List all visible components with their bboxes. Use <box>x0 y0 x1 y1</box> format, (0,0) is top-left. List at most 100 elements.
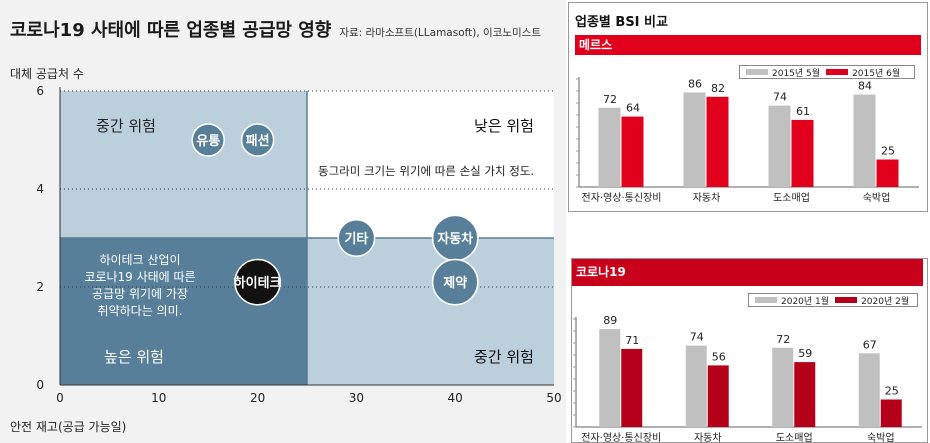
legend-item: 2020년 1월 <box>755 294 829 307</box>
bar-after <box>791 119 814 187</box>
bubble-label: 패션 <box>246 134 270 149</box>
bar-before <box>772 347 794 427</box>
bubble-패션 <box>240 123 275 157</box>
chart-title: 코로나19 사태에 따른 업종별 공급망 영향 자료: 라마소프트(LLamaso… <box>10 16 541 42</box>
bar-value-label: 74 <box>773 91 787 104</box>
category-label: 자동차 <box>694 432 722 442</box>
category-label: 숙박업 <box>863 191 891 204</box>
bar-before <box>685 345 707 427</box>
bar-before <box>853 94 876 187</box>
bar-after <box>876 159 899 187</box>
quadrant-label-top-right: 낮은 위험 <box>474 117 534 135</box>
bubble-유통 <box>191 123 225 157</box>
note-hightech-line: 하이테크 산업이 <box>99 253 180 267</box>
bar-after <box>706 96 729 187</box>
bubble-label: 유통 <box>196 134 220 149</box>
bubble-하이테크 <box>234 258 281 306</box>
legend-item: 2015년 5월 <box>746 66 820 79</box>
legend-swatch <box>755 297 777 303</box>
category-label: 전자·영상·통신장비 <box>581 432 661 442</box>
x-axis-label: 안전 재고(공급 가능일) <box>10 420 127 434</box>
quadrant-bottom-right <box>307 238 554 385</box>
y-tick-label: 2 <box>36 280 44 294</box>
bsi-covid-panel: 코로나19 2020년 1월 2020년 2월 89 71 전자·영상·통신장비 74… <box>571 258 928 443</box>
covid-legend: 2020년 1월 2020년 2월 <box>748 293 918 307</box>
legend-swatch <box>835 297 858 303</box>
chart-source: 자료: 라마소프트(LLamasoft), 이코노미스트 <box>339 27 541 39</box>
y-tick-label: 6 <box>36 84 44 98</box>
legend-label: 2015년 6월 <box>852 68 901 79</box>
bar-value-label: 82 <box>711 82 725 95</box>
legend-item: 2020년 2월 <box>835 294 909 307</box>
x-tick-label: 50 <box>546 391 561 405</box>
bar-after <box>621 348 643 427</box>
note-hightech-line: 코로나19 사태에 따른 <box>84 270 195 284</box>
quadrant-top-right <box>307 91 554 238</box>
bubble-label: 하이테크 <box>234 275 282 291</box>
bsi-title: 업종별 BSI 비교 <box>575 15 668 30</box>
mers-band: 메르스 <box>575 35 921 55</box>
bar-after <box>707 365 729 427</box>
note-bubble-size: 동그라미 크기는 위기에 따른 손실 가치 정도. <box>318 164 534 178</box>
bar-before <box>683 92 706 187</box>
mers-legend: 2015년 5월 2015년 6월 <box>739 65 915 79</box>
category-label: 도소매업 <box>773 191 810 204</box>
x-tick-label: 30 <box>349 391 364 405</box>
quadrant-label-bottom-right: 중간 위험 <box>474 348 534 366</box>
bubble-label: 자동차 <box>437 231 473 247</box>
bar-before <box>768 105 791 187</box>
bar-value-label: 89 <box>603 314 617 327</box>
bar-before <box>598 107 621 187</box>
category-label: 자동차 <box>693 192 721 204</box>
bar-value-label: 72 <box>603 93 617 106</box>
bar-value-label: 59 <box>798 347 812 360</box>
bsi-mers-panel: 업종별 BSI 비교 메르스 2015년 5월 2015년 6월 72 64 전자·… <box>568 2 928 212</box>
bar-after <box>880 399 902 427</box>
x-tick-label: 0 <box>56 391 64 405</box>
legend-label: 2020년 2월 <box>861 296 910 307</box>
scatter-panel: 코로나19 사태에 따른 업종별 공급망 영향 자료: 라마소프트(LLamaso… <box>0 0 566 443</box>
bar-value-label: 74 <box>690 331 704 344</box>
y-axis-label: 대체 공급처 수 <box>10 67 84 81</box>
x-tick-label: 10 <box>151 391 166 405</box>
note-hightech-line: 취약하다는 의미. <box>98 303 183 318</box>
legend-swatch <box>746 69 768 75</box>
bar-value-label: 25 <box>885 385 899 398</box>
legend-item: 2015년 6월 <box>826 66 900 79</box>
quadrant-label-bottom-left: 높은 위험 <box>104 348 164 366</box>
bar-value-label: 64 <box>626 102 640 115</box>
legend-swatch <box>826 69 849 75</box>
bar-before <box>858 353 880 427</box>
bubble-기타 <box>337 219 376 257</box>
category-label: 도소매업 <box>776 431 813 442</box>
bar-value-label: 25 <box>881 145 895 158</box>
covid-bar-chart: 89 71 전자·영상·통신장비 74 56 자동차 72 59 도소매업 67 25 숙박업 <box>573 314 922 442</box>
chart-title-text: 코로나19 사태에 따른 업종별 공급망 영향 <box>10 20 332 41</box>
bar-after <box>621 116 644 187</box>
category-label: 전자·영상·통신장비 <box>582 192 662 204</box>
bubble-label: 제약 <box>443 275 467 291</box>
bar-value-label: 56 <box>712 350 726 363</box>
quadrant-label-top-left: 중간 위험 <box>96 117 156 135</box>
bar-value-label: 67 <box>863 338 877 351</box>
note-hightech-line: 공급망 위기에 가장 <box>92 287 188 301</box>
bar-value-label: 61 <box>796 105 810 118</box>
bar-value-label: 72 <box>776 333 790 346</box>
quadrant-top-left <box>60 91 307 238</box>
y-tick-label: 0 <box>36 378 44 392</box>
bubble-제약 <box>431 258 479 306</box>
bar-value-label: 84 <box>858 80 872 93</box>
bar-value-label: 71 <box>625 334 639 347</box>
x-tick-label: 20 <box>250 391 265 405</box>
mers-bar-chart: 72 64 전자·영상·통신장비 86 82 자동차 74 61 도소매업 84 25 숙박업 <box>576 77 919 204</box>
category-label: 숙박업 <box>867 431 895 442</box>
y-tick-label: 4 <box>36 182 44 196</box>
bar-after <box>794 362 816 427</box>
legend-label: 2015년 5월 <box>772 68 821 79</box>
bubble-label: 기타 <box>344 231 368 247</box>
x-tick-label: 40 <box>448 391 463 405</box>
bar-value-label: 86 <box>688 77 702 90</box>
bar-before <box>599 329 621 427</box>
legend-label: 2020년 1월 <box>781 296 830 307</box>
